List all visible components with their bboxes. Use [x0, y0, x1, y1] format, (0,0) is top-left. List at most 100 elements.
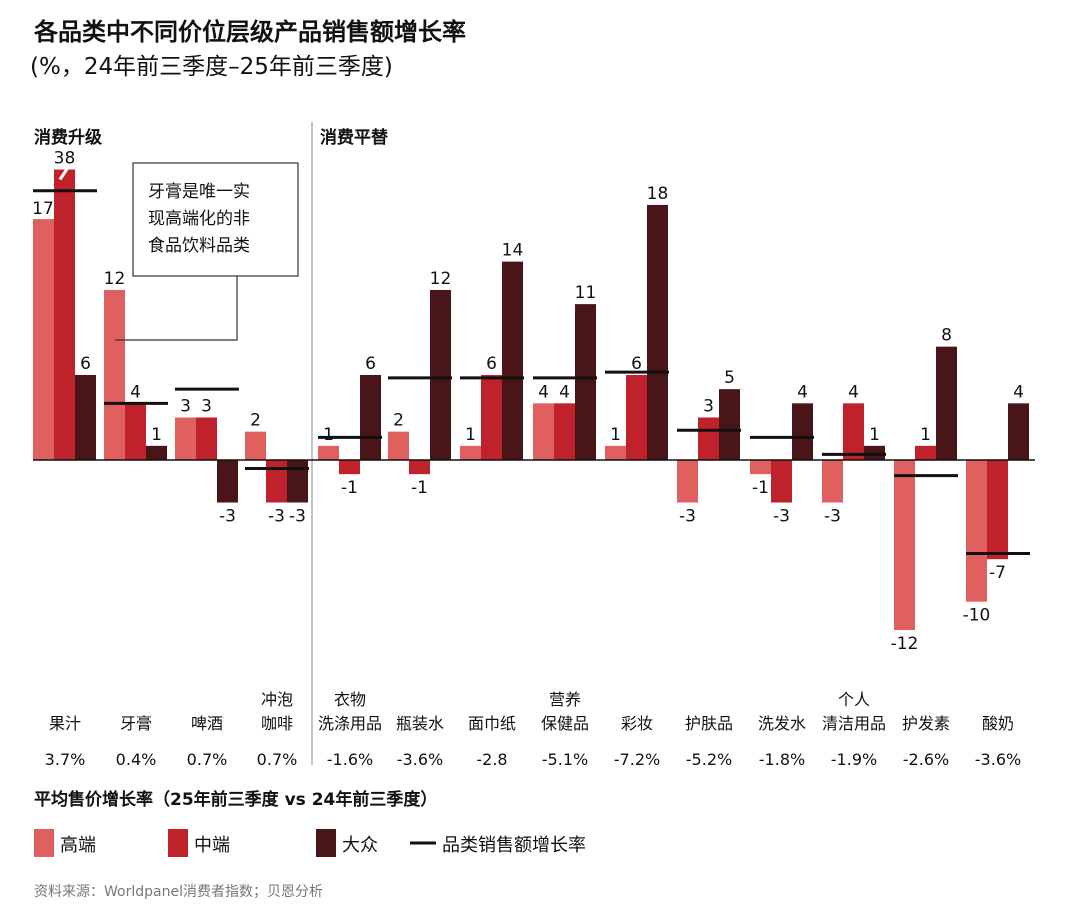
category-label: 彩妆	[621, 714, 653, 733]
data-label: 1	[920, 425, 931, 445]
bar-high	[966, 460, 987, 602]
data-label: 5	[724, 368, 735, 388]
bar-mid	[554, 403, 575, 460]
avg-price-growth-label: -7.2%	[614, 750, 660, 769]
bar-mid	[409, 460, 430, 475]
bar-high	[894, 460, 915, 631]
data-label: 1	[610, 425, 621, 445]
category-label: 牙膏	[120, 714, 152, 733]
data-label: 6	[365, 354, 376, 374]
bar-mass	[360, 374, 381, 460]
data-label: -12	[891, 634, 919, 654]
data-label: 4	[538, 382, 549, 402]
bar-high	[245, 431, 266, 460]
avg-price-growth-label: -1.9%	[831, 750, 877, 769]
category-label: 清洁用品	[822, 714, 886, 733]
bar-high	[104, 289, 125, 460]
asp-title: 平均售价增长率（25年前三季度 vs 24年前三季度）	[34, 789, 437, 810]
data-label: -1	[341, 478, 358, 498]
annotation-callout: 牙膏是唯一实 现高端化的非 食品饮料品类	[115, 162, 299, 341]
data-label: 4	[1013, 382, 1024, 402]
data-label: 3	[703, 396, 714, 416]
data-label: 2	[393, 411, 404, 431]
category-label: 个人	[838, 690, 870, 709]
avg-price-growth-label: 0.7%	[187, 750, 228, 769]
data-label: 11	[575, 283, 597, 303]
data-label: -1	[411, 478, 428, 498]
avg-price-growth-label: 3.7%	[45, 750, 86, 769]
category-label: 啤酒	[191, 714, 223, 733]
bar-mass	[575, 304, 596, 460]
data-label: 2	[250, 411, 261, 431]
avg-price-growth-label: -5.1%	[542, 750, 588, 769]
category-label: 果汁	[49, 714, 81, 733]
data-label: 3	[180, 396, 191, 416]
bar-mass	[146, 445, 167, 460]
avg-price-growth-label: -3.6%	[397, 750, 443, 769]
bar-mass	[287, 460, 308, 503]
section-downgrade-label: 消费平替	[320, 127, 389, 148]
bar-high	[750, 460, 771, 475]
bar-high	[605, 445, 626, 460]
bar-mid	[54, 169, 75, 460]
bar-mass	[792, 403, 813, 460]
legend-label-mass: 大众	[342, 835, 378, 856]
bar-mass	[217, 460, 238, 503]
avg-price-growth-label: -2.8	[476, 750, 507, 769]
data-label: 4	[797, 382, 808, 402]
avg-price-growth-label: -1.8%	[759, 750, 805, 769]
source-note: 资料来源：Worldpanel消费者指数；贝恩分析	[34, 884, 323, 900]
bar-mid	[987, 460, 1008, 560]
avg-price-growth-label: -1.6%	[327, 750, 373, 769]
data-label: -1	[752, 478, 769, 498]
data-label: -3	[268, 507, 285, 527]
avg-price-growth-label: -2.6%	[903, 750, 949, 769]
legend-swatch-mid	[168, 829, 188, 857]
bar-mid	[915, 445, 936, 460]
section-upgrade-label: 消费升级	[34, 127, 102, 148]
bar-mid	[196, 417, 217, 460]
bar-high	[388, 431, 409, 460]
data-label: -7	[989, 563, 1006, 583]
bar-high	[175, 417, 196, 460]
avg-price-growth-label: -5.2%	[686, 750, 732, 769]
data-label: 1	[323, 425, 334, 445]
bar-high	[318, 445, 339, 460]
bar-high	[460, 445, 481, 460]
data-label: 4	[130, 382, 141, 402]
legend-swatch-high	[34, 829, 54, 857]
bar-mid	[843, 403, 864, 460]
data-label: -3	[773, 507, 790, 527]
bar-mass	[1008, 403, 1029, 460]
data-label: 4	[559, 382, 570, 402]
data-label: 8	[941, 326, 952, 346]
bar-high	[677, 460, 698, 503]
bar-mid	[626, 374, 647, 460]
bar-mass	[75, 374, 96, 460]
bar-mid	[339, 460, 360, 475]
category-label: 护肤品	[685, 714, 733, 733]
legend-swatch-mass	[316, 829, 336, 857]
data-label: 1	[151, 425, 162, 445]
bar-mid	[481, 374, 502, 460]
data-label: 3	[201, 396, 212, 416]
bar-high	[822, 460, 843, 503]
bar-mid	[698, 417, 719, 460]
category-label: 营养	[549, 690, 581, 709]
data-label: -10	[963, 606, 991, 626]
avg-price-growth-label: 0.7%	[257, 750, 298, 769]
data-label: 17	[32, 199, 54, 219]
legend-label-line: 品类销售额增长率	[442, 835, 586, 856]
bar-mass	[647, 204, 668, 460]
data-label: 6	[80, 354, 91, 374]
bar-high	[33, 219, 54, 460]
data-label: -3	[824, 507, 841, 527]
annotation-box	[132, 162, 299, 277]
bar-high	[533, 403, 554, 460]
category-label: 面巾纸	[468, 714, 516, 733]
data-label: 12	[430, 269, 452, 289]
category-label: 瓶装水	[396, 714, 444, 733]
category-label: 衣物	[334, 690, 366, 709]
